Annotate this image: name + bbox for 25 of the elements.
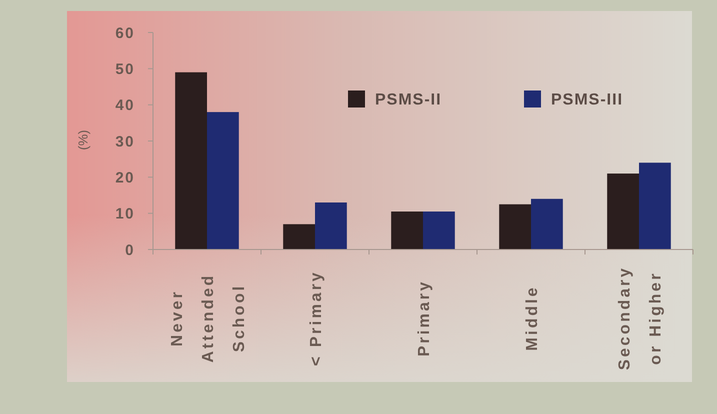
x-tick-label: Never Attended School [168, 273, 248, 363]
bar [315, 202, 347, 250]
bar [499, 204, 531, 250]
y-tick-label: 20 [115, 170, 135, 187]
bar [639, 162, 671, 250]
x-tick-label: < Primary [308, 270, 325, 366]
y-tick-label: 50 [115, 61, 135, 78]
legend-label: PSMS-II [375, 92, 442, 108]
y-tick-label: 0 [125, 242, 135, 259]
y-tick-label: 30 [115, 133, 135, 150]
y-tick-label: 10 [115, 206, 135, 223]
bar [283, 224, 315, 250]
y-tick-label: 40 [115, 97, 135, 114]
bar [607, 174, 639, 250]
y-axis-title: (%) [76, 130, 91, 150]
bar [207, 112, 239, 250]
bar [423, 212, 455, 250]
bar [531, 198, 563, 250]
legend-label: PSMS-III [551, 92, 624, 108]
x-tick-label: Secondary or Higher [616, 266, 664, 370]
y-tick-label: 60 [115, 24, 135, 42]
x-tick-label: Primary [416, 279, 433, 357]
x-tick-label: Middle [524, 285, 541, 351]
bar [175, 72, 207, 250]
bar [391, 212, 423, 250]
